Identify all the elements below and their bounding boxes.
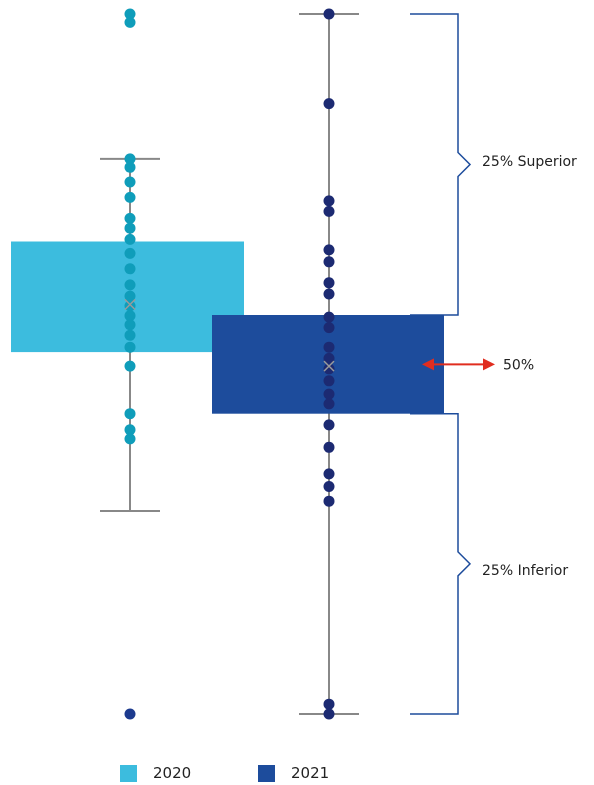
legend: 2020 2021 bbox=[0, 764, 594, 784]
legend-label-2020: 2020 bbox=[153, 764, 192, 782]
data-point bbox=[124, 212, 136, 224]
data-point bbox=[323, 288, 335, 300]
arrow-head-left bbox=[422, 358, 434, 371]
outlier-point bbox=[124, 8, 136, 20]
data-point bbox=[124, 161, 136, 173]
outlier-point bbox=[124, 708, 136, 720]
data-point bbox=[124, 310, 136, 322]
legend-label-2021: 2021 bbox=[291, 764, 330, 782]
data-point bbox=[124, 408, 136, 420]
data-point bbox=[323, 495, 335, 507]
data-point bbox=[124, 360, 136, 372]
legend-item-2021: 2021 bbox=[258, 764, 329, 782]
box-plot: 25% Superior 25% Inferior 50% bbox=[11, 8, 577, 720]
legend-swatch-2021 bbox=[258, 764, 275, 782]
data-point bbox=[323, 98, 335, 110]
data-point bbox=[323, 277, 335, 289]
data-point bbox=[323, 441, 335, 453]
annotations-layer: 25% Superior 25% Inferior 50% bbox=[410, 13, 577, 715]
middle-range-arrow bbox=[422, 358, 495, 371]
data-point bbox=[323, 481, 335, 492]
data-point bbox=[323, 322, 335, 334]
legend-swatch-2020 bbox=[120, 764, 137, 782]
data-point bbox=[124, 153, 136, 165]
lower-quartile-label: 25% Inferior bbox=[482, 563, 568, 579]
data-point bbox=[124, 233, 136, 245]
data-point bbox=[323, 195, 335, 207]
data-point bbox=[124, 279, 136, 291]
data-point bbox=[323, 8, 335, 20]
data-point bbox=[323, 341, 335, 353]
data-point bbox=[323, 388, 335, 400]
data-point bbox=[323, 468, 335, 480]
data-point bbox=[323, 398, 335, 410]
data-point bbox=[124, 290, 136, 302]
series-2021 bbox=[212, 8, 444, 720]
outlier-point bbox=[124, 16, 136, 28]
data-point bbox=[124, 176, 136, 188]
data-point bbox=[124, 247, 136, 259]
upper-quartile-label: 25% Superior bbox=[482, 154, 577, 170]
data-point bbox=[323, 698, 335, 710]
mean-marker bbox=[124, 298, 136, 311]
lower-quartile-bracket bbox=[410, 412, 472, 715]
data-point bbox=[323, 708, 335, 720]
data-point bbox=[124, 319, 136, 331]
legend-item-2020: 2020 bbox=[120, 764, 191, 782]
data-point bbox=[323, 244, 335, 256]
middle-range-label: 50% bbox=[503, 357, 534, 373]
data-point bbox=[323, 256, 335, 268]
data-point bbox=[124, 341, 136, 353]
data-point bbox=[323, 419, 335, 431]
data-point bbox=[124, 433, 136, 445]
data-point bbox=[124, 191, 136, 203]
data-point bbox=[124, 329, 136, 341]
data-point bbox=[124, 300, 136, 312]
data-point bbox=[323, 375, 335, 387]
series-2020 bbox=[11, 8, 244, 720]
data-point bbox=[323, 363, 335, 375]
data-point bbox=[124, 263, 136, 275]
data-point bbox=[323, 311, 335, 323]
mean-marker bbox=[323, 360, 335, 372]
data-point bbox=[124, 424, 136, 436]
data-point bbox=[323, 205, 335, 217]
boxes-layer bbox=[11, 8, 444, 720]
arrow-head-right bbox=[483, 358, 495, 371]
data-point bbox=[124, 222, 136, 234]
data-point bbox=[323, 352, 335, 364]
upper-quartile-bracket bbox=[410, 13, 472, 316]
